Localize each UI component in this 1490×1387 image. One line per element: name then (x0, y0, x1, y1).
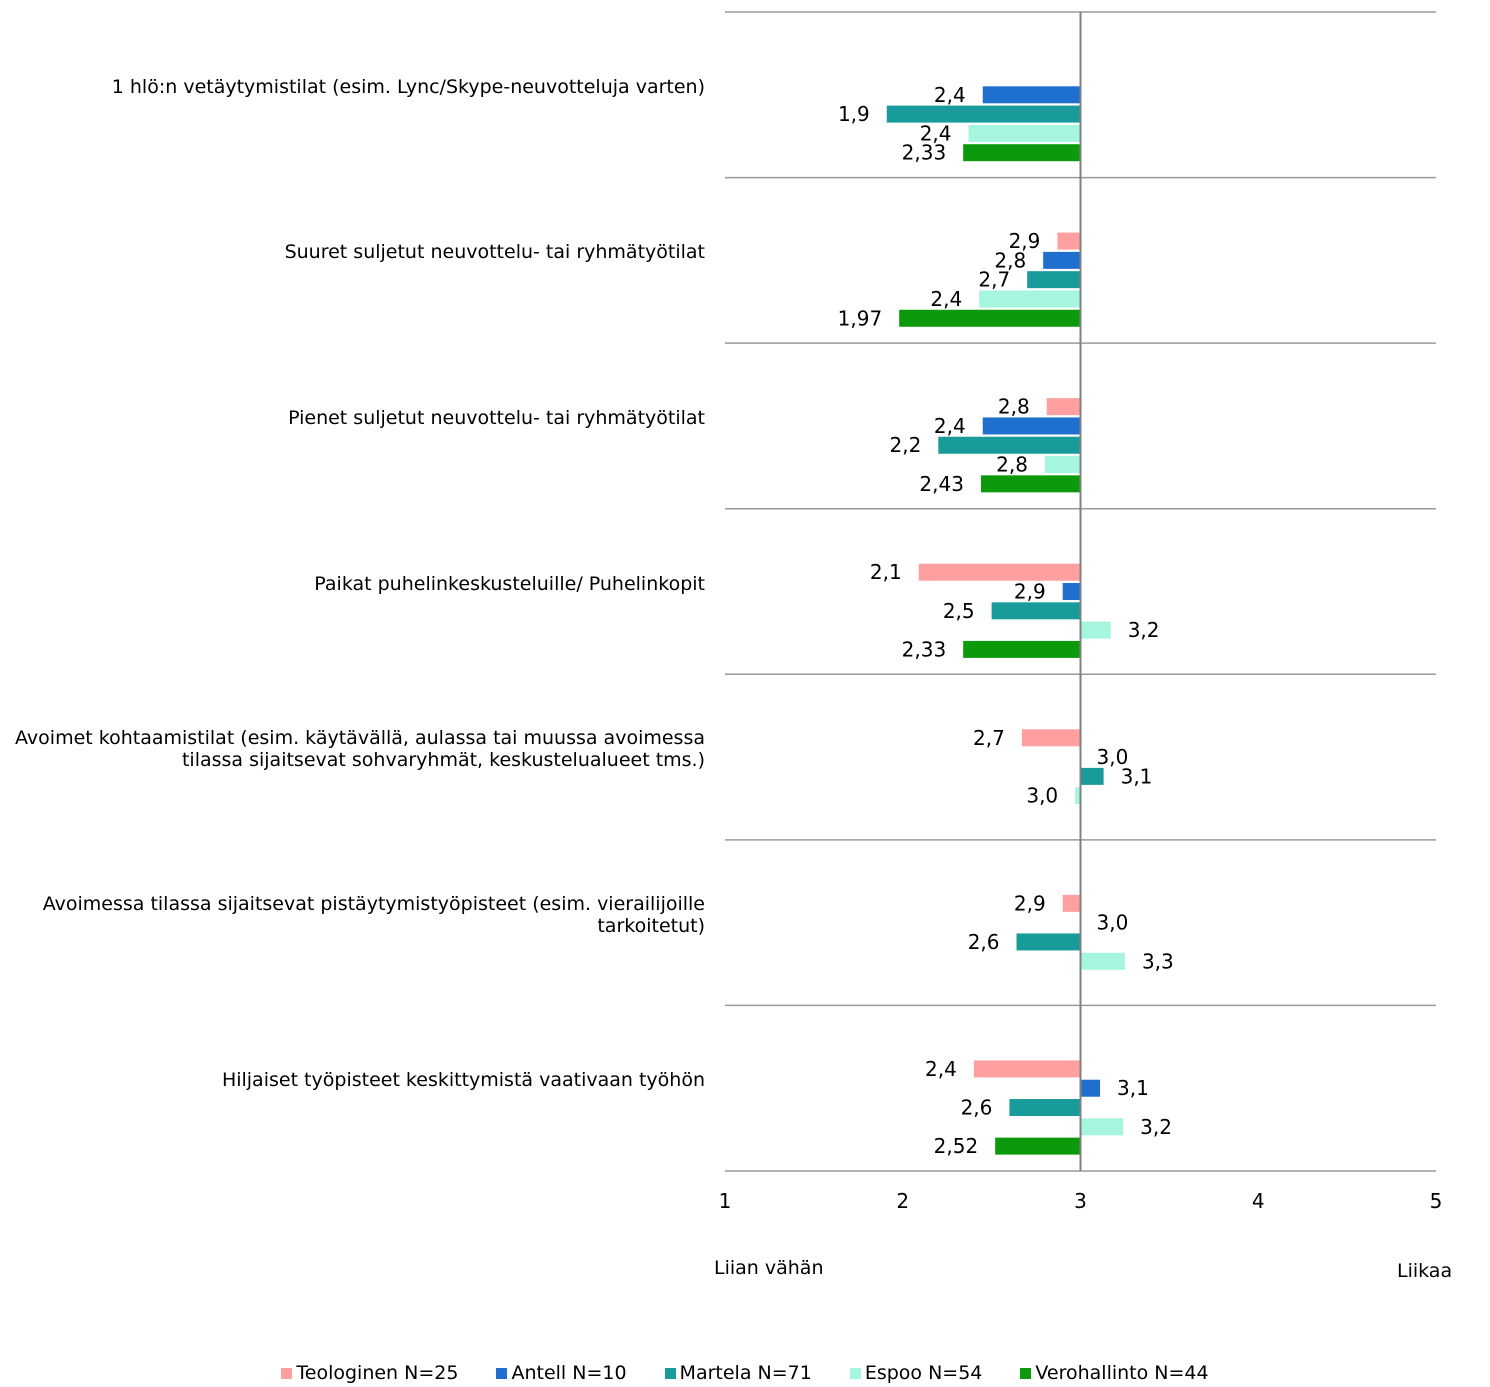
bar (991, 602, 1081, 620)
bar (1062, 894, 1081, 912)
data-label: 3,1 (1117, 1076, 1149, 1100)
bar (1080, 952, 1125, 970)
data-label: 2,9 (1014, 891, 1046, 915)
data-label: 2,4 (920, 121, 952, 145)
data-label: 2,9 (1009, 229, 1041, 253)
data-label: 2,8 (996, 453, 1028, 477)
data-label: 2,8 (998, 395, 1030, 419)
x-tick-label: 1 (719, 1189, 732, 1213)
bar (1046, 398, 1081, 416)
legend-item: Espoo N=54 (849, 1362, 983, 1384)
data-label: 3,0 (1097, 911, 1129, 935)
bar (963, 640, 1081, 658)
x-tick-label: 2 (896, 1189, 909, 1213)
data-label: 3,2 (1128, 618, 1160, 642)
category-label: Hiljaiset työpisteet keskittymistä vaati… (221, 1069, 705, 1092)
data-label: 2,1 (870, 560, 902, 584)
bar (1009, 1099, 1081, 1117)
data-label: 2,8 (994, 248, 1026, 272)
bar (1062, 583, 1081, 601)
legend-item: Verohallinto N=44 (1020, 1362, 1209, 1384)
bar (886, 105, 1081, 123)
axis-left-note: Liian vähän (714, 1257, 824, 1279)
data-label: 2,4 (930, 287, 962, 311)
bar (973, 1060, 1081, 1078)
bar (1016, 933, 1081, 951)
data-label: 2,4 (925, 1057, 957, 1081)
data-label: 2,9 (1014, 580, 1046, 604)
data-label: 2,7 (973, 726, 1005, 750)
x-tick-label: 3 (1074, 1189, 1087, 1213)
data-label: 2,2 (889, 433, 921, 457)
bar (979, 290, 1081, 308)
data-label: 2,4 (934, 414, 966, 438)
category-label: Avoimessa tilassa sijaitsevat pistäytymi… (42, 892, 705, 937)
category-label: 1 hlö:n vetäytymistilat (esim. Lync/Skyp… (111, 75, 705, 98)
bar (980, 475, 1081, 493)
category-label: Paikat puhelinkeskusteluille/ Puhelinkop… (314, 572, 705, 595)
data-label: 2,33 (902, 141, 947, 165)
legend-item: Martela N=71 (664, 1362, 812, 1384)
bar (1044, 456, 1081, 474)
bar (918, 563, 1081, 581)
data-label: 2,33 (902, 637, 947, 661)
data-label: 3,2 (1140, 1115, 1172, 1139)
data-label: 2,6 (961, 1096, 993, 1120)
x-tick-label: 5 (1430, 1189, 1443, 1213)
data-label: 2,52 (934, 1134, 979, 1158)
legend-swatch (664, 1367, 676, 1379)
legend-label: Martela N=71 (679, 1362, 812, 1384)
bar (995, 1137, 1081, 1155)
axis-right-note: Liikaa (1397, 1260, 1453, 1282)
bar (899, 309, 1081, 327)
bar (1021, 729, 1081, 747)
category-label: Pienet suljetut neuvottelu- tai ryhmätyö… (288, 406, 705, 429)
data-label: 2,4 (934, 83, 966, 107)
data-label: 3,1 (1121, 764, 1153, 788)
data-label: 3,3 (1142, 949, 1174, 973)
legend-label: Teologinen N=25 (296, 1362, 459, 1384)
bar (968, 124, 1081, 142)
bar (1080, 767, 1104, 785)
data-label: 1,97 (838, 306, 883, 330)
bar (1057, 232, 1081, 250)
data-label: 1,9 (838, 102, 870, 126)
legend-item: Teologinen N=25 (281, 1362, 458, 1384)
bar (982, 86, 1081, 104)
data-label: 3,0 (1026, 784, 1058, 808)
data-label: 3,0 (1097, 745, 1129, 769)
legend-swatch (1020, 1367, 1032, 1379)
data-label: 2,7 (978, 268, 1010, 292)
data-label: 2,6 (968, 930, 1000, 954)
category-label: Avoimet kohtaamistilat (esim. käytävällä… (15, 727, 705, 772)
x-tick-label: 4 (1252, 1189, 1265, 1213)
data-label: 2,5 (943, 599, 975, 623)
bar (1080, 1118, 1124, 1136)
category-label: Suuret suljetut neuvottelu- tai ryhmätyö… (284, 241, 705, 264)
bar (1080, 1079, 1101, 1097)
bar (982, 417, 1081, 435)
legend: Teologinen N=25 Antell N=10 Martela N=71 Es… (0, 1362, 1490, 1384)
legend-item: Antell N=10 (496, 1362, 627, 1384)
bar (1075, 787, 1081, 805)
bar (1043, 251, 1081, 269)
legend-swatch (496, 1367, 508, 1379)
legend-label: Verohallinto N=44 (1035, 1362, 1209, 1384)
legend-swatch (281, 1367, 293, 1379)
legend-label: Antell N=10 (511, 1362, 627, 1384)
legend-swatch (849, 1367, 861, 1379)
bar (1027, 271, 1081, 289)
bar (938, 436, 1081, 454)
data-label: 2,43 (919, 472, 964, 496)
bar (1080, 621, 1111, 639)
legend-label: Espoo N=54 (864, 1362, 983, 1384)
bar (963, 144, 1081, 162)
